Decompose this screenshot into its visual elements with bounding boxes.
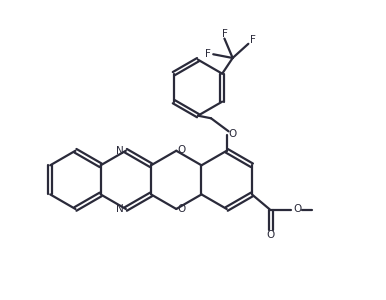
Text: O: O [178, 204, 186, 214]
Text: F: F [222, 29, 227, 39]
Text: F: F [250, 35, 256, 45]
Text: N: N [116, 146, 124, 156]
Text: N: N [116, 204, 124, 214]
Text: O: O [293, 204, 301, 214]
Text: F: F [205, 49, 212, 59]
Text: O: O [229, 129, 237, 139]
Text: O: O [178, 145, 186, 155]
Text: O: O [266, 230, 275, 241]
